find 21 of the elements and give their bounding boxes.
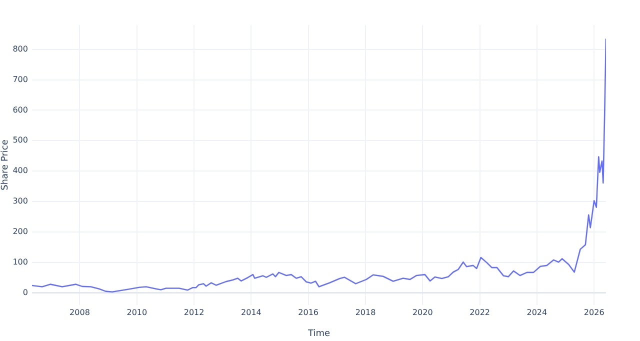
y-tick-label: 700 xyxy=(12,74,28,84)
x-tick-label: 2010 xyxy=(126,308,148,317)
x-tick-label: 2018 xyxy=(355,308,376,317)
x-axis-title: Time xyxy=(306,328,330,339)
x-tick-label: 2014 xyxy=(241,308,262,317)
x-tick-label: 2024 xyxy=(526,308,548,317)
y-tick-label: 400 xyxy=(12,166,28,176)
x-tick-label: 2012 xyxy=(184,308,204,317)
y-tick-label: 800 xyxy=(12,44,28,54)
y-tick-label: 600 xyxy=(12,105,28,114)
y-tick-label: 0 xyxy=(22,288,28,297)
x-tick-label: 2022 xyxy=(470,308,490,317)
x-tick-label: 2016 xyxy=(298,308,318,317)
y-tick-label: 300 xyxy=(12,196,28,206)
x-tick-label: 2020 xyxy=(412,308,433,317)
y-tick-label: 500 xyxy=(12,136,28,145)
y-tick-label: 100 xyxy=(12,257,28,266)
x-tick-label: 2008 xyxy=(70,308,90,317)
x-tick-label: 2026 xyxy=(584,308,604,317)
y-axis-title: Share Price xyxy=(0,139,11,190)
y-tick-label: 200 xyxy=(12,227,28,236)
